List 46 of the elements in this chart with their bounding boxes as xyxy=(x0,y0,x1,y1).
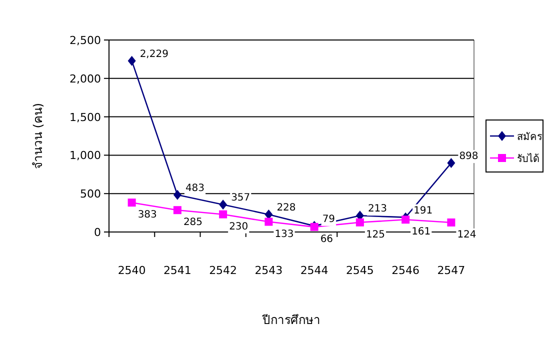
point xyxy=(356,218,364,226)
data-label: 66 xyxy=(320,234,334,245)
point xyxy=(402,216,410,224)
data-label: 161 xyxy=(412,226,431,238)
data-label: 898 xyxy=(459,151,478,162)
point xyxy=(128,198,136,207)
x-tick-label: 2543 xyxy=(254,264,283,277)
y-tick-label: 1,000 xyxy=(70,149,101,162)
data-label: 230 xyxy=(229,221,248,232)
data-label: 79 xyxy=(322,214,336,225)
x-tick-label: 2545 xyxy=(346,264,374,277)
x-axis-title: ปีการศึกษา xyxy=(262,313,320,327)
data-label: 383 xyxy=(138,210,157,221)
data-label: 124 xyxy=(457,229,476,240)
legend-label: สมัคร xyxy=(517,132,543,143)
y-tick-label: 2,500 xyxy=(70,34,101,47)
y-tick-label: 1,500 xyxy=(70,110,101,124)
data-label: 357 xyxy=(231,192,250,204)
data-label: 228 xyxy=(276,202,296,214)
x-tick-label: 2542 xyxy=(209,264,238,277)
data-label: 213 xyxy=(368,204,388,215)
point xyxy=(264,218,273,226)
x-tick-label: 2546 xyxy=(392,264,420,277)
data-label: 133 xyxy=(274,228,294,240)
y-tick-label: 2,000 xyxy=(70,72,101,86)
y-axis-title: จำนวน (คน) xyxy=(31,102,45,170)
y-tick-label: 0 xyxy=(94,226,101,239)
x-tick-label: 2544 xyxy=(300,264,328,277)
point xyxy=(128,56,136,66)
point xyxy=(447,158,456,168)
y-tick-label: 500 xyxy=(80,188,101,201)
data-label: 2,229 xyxy=(140,48,168,60)
legend-label: รับได้ xyxy=(517,153,539,165)
point xyxy=(219,200,228,210)
x-tick-label: 2541 xyxy=(163,264,192,277)
point xyxy=(447,218,456,226)
x-tick-label: 2547 xyxy=(437,264,466,277)
point xyxy=(173,206,182,214)
data-label: 483 xyxy=(185,182,205,194)
data-label: 285 xyxy=(183,217,203,228)
point xyxy=(173,190,182,200)
point xyxy=(264,209,273,220)
data-label: 125 xyxy=(366,229,386,240)
data-label: 191 xyxy=(414,205,433,216)
x-tick-label: 2540 xyxy=(118,264,146,277)
point xyxy=(219,210,228,218)
